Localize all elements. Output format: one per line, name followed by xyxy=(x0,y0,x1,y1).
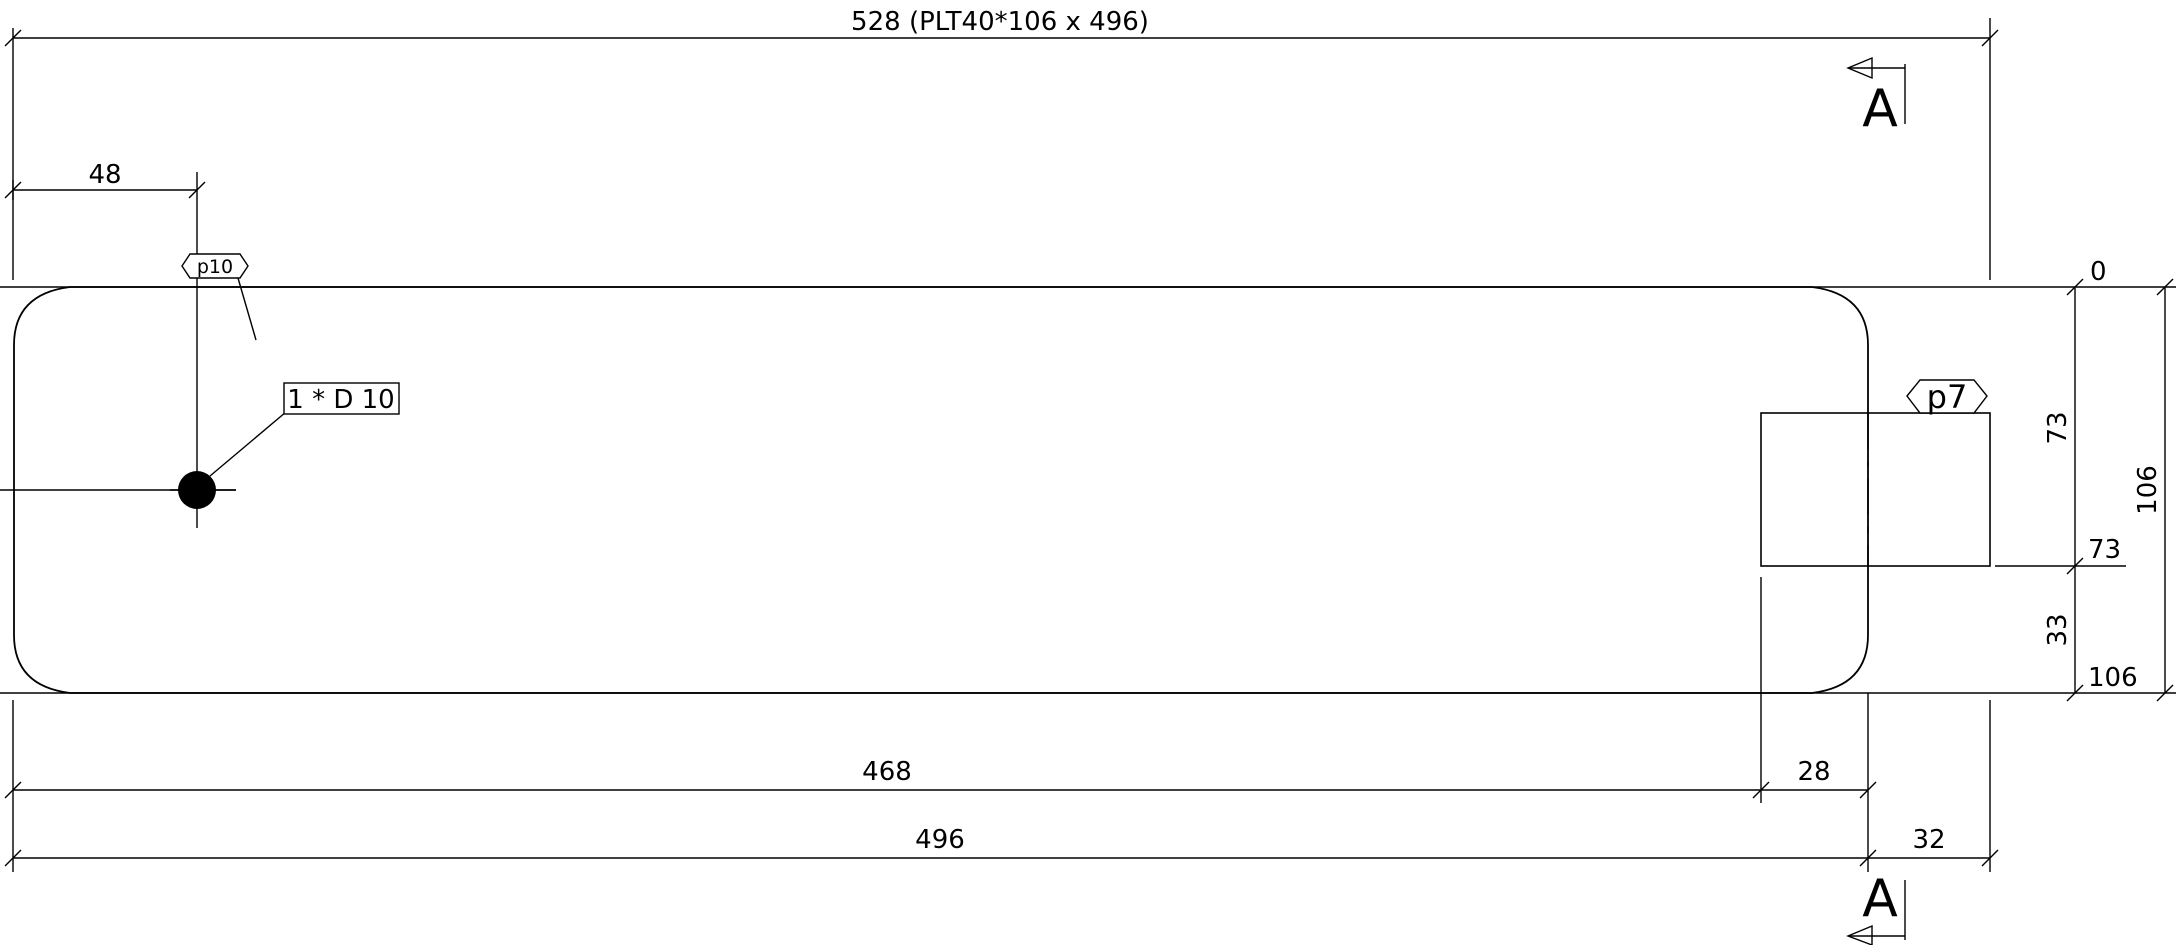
dimension-chain-upper: 468 28 xyxy=(4,577,1877,872)
ordinate-labels: 0 73 106 xyxy=(2088,257,2138,693)
part-tag-p10: p10 xyxy=(181,253,257,341)
overhang-label: 32 xyxy=(1912,825,1945,855)
ordinate-0-label: 0 xyxy=(2090,257,2107,287)
part-tag-p7-label: p7 xyxy=(1927,378,1968,416)
dimension-hole-offset: 48 xyxy=(4,160,206,200)
hole-callout: 1 * D 10 xyxy=(209,382,400,477)
ordinate-106-label: 106 xyxy=(2088,663,2138,693)
hole-callout-label: 1 * D 10 xyxy=(287,385,394,415)
dimension-chain-lower: 496 32 xyxy=(4,700,1999,872)
length-to-block-label: 468 xyxy=(862,757,912,787)
part-tag-p10-label: p10 xyxy=(197,256,233,278)
part-tag-p7: p7 xyxy=(1906,378,1988,416)
height-33-label: 33 xyxy=(2043,613,2073,646)
section-marker-label-bottom: A xyxy=(1862,869,1898,929)
dimension-overall: 528 (PLT40*106 x 496) xyxy=(4,7,1999,280)
plate-length-label: 496 xyxy=(915,825,965,855)
overall-dimension-label: 528 (PLT40*106 x 496) xyxy=(851,7,1149,37)
block-width-label: 28 xyxy=(1797,757,1830,787)
section-marker-label-top: A xyxy=(1862,79,1898,139)
hole-offset-label: 48 xyxy=(88,160,121,190)
dimension-total-height: 106 xyxy=(2133,278,2174,702)
height-73-label: 73 xyxy=(2043,411,2073,444)
ordinate-73-label: 73 xyxy=(2088,535,2121,565)
dimension-vertical-chain: 73 33 xyxy=(1995,278,2126,702)
block-p7 xyxy=(1760,412,1991,567)
plate-outline xyxy=(0,286,2176,694)
section-marker-top: A xyxy=(1846,56,1906,139)
total-height-label: 106 xyxy=(2133,465,2163,515)
section-marker-bottom: A xyxy=(1846,869,1906,945)
hole-marker xyxy=(170,471,236,509)
